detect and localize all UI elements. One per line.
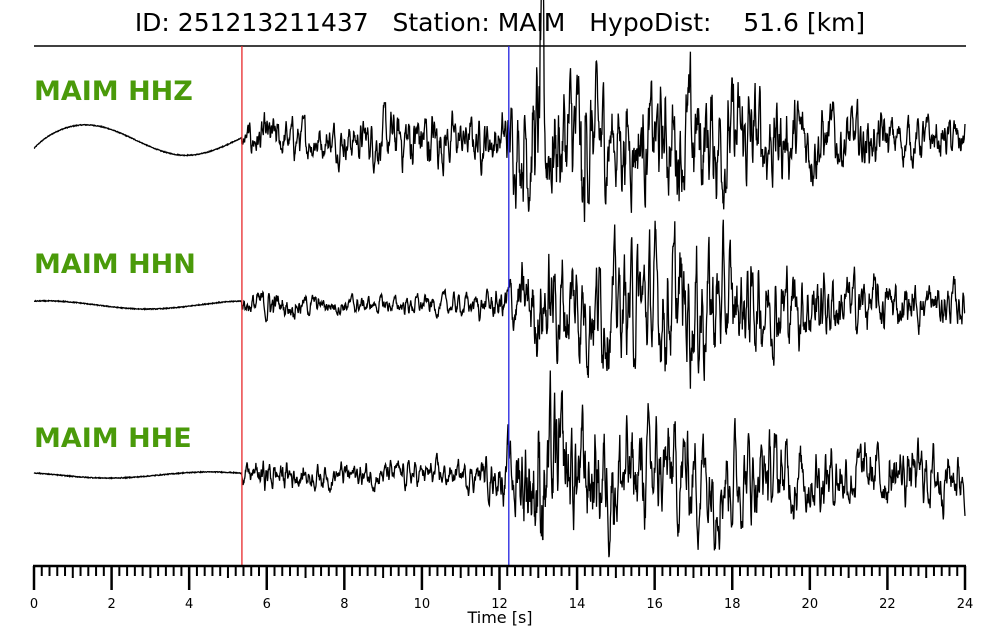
x-tick-label: 4 — [185, 597, 193, 612]
x-tick-label: 2 — [107, 597, 115, 612]
trace-maim-hhn — [34, 219, 966, 389]
trace-maim-hhe — [33, 370, 966, 558]
x-tick-label: 14 — [569, 597, 586, 612]
x-tick-label: 20 — [802, 597, 819, 612]
x-tick-label: 22 — [879, 597, 896, 612]
channel-label-hhn: MAIM HHN — [34, 249, 196, 280]
chart-title: ID: 251213211437 Station: MAIM HypoDist:… — [134, 8, 866, 37]
x-tick-label: 16 — [646, 597, 663, 612]
x-tick-label: 6 — [263, 597, 271, 612]
x-axis-label: Time [s] — [466, 608, 532, 627]
channel-label-hhz: MAIM HHZ — [34, 76, 193, 107]
x-tick-label: 24 — [957, 597, 974, 612]
x-tick-label: 12 — [491, 597, 508, 612]
x-tick-label: 10 — [414, 597, 431, 612]
channel-label-hhe: MAIM HHE — [34, 423, 192, 454]
trace-maim-hhz — [33, 0, 966, 223]
x-tick-label: 8 — [340, 597, 348, 612]
x-tick-label: 0 — [30, 597, 38, 612]
x-tick-label: 18 — [724, 597, 741, 612]
